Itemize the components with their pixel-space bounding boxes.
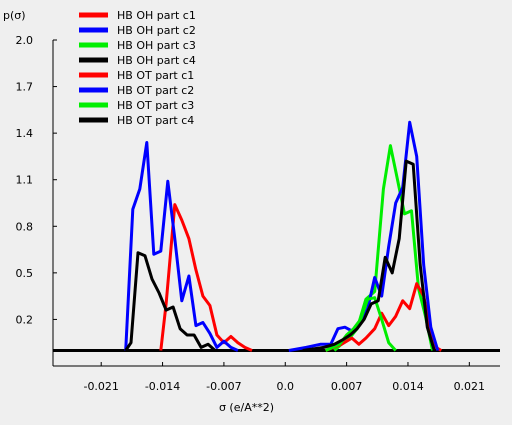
legend-label-8: HB OT part c4 bbox=[117, 114, 194, 127]
series-line-6 bbox=[288, 120, 440, 352]
series-line-2 bbox=[124, 141, 239, 352]
legend-label-1: HB OH part c1 bbox=[117, 9, 196, 22]
legend-label-5: HB OT part c1 bbox=[117, 69, 194, 82]
legend: HB OH part c1 HB OH part c2 HB OH part c3 H… bbox=[79, 9, 196, 127]
legend-label-2: HB OH part c2 bbox=[117, 24, 196, 37]
tick-marks bbox=[53, 39, 470, 366]
x-tick-label: 0.007 bbox=[331, 380, 363, 393]
legend-label-7: HB OT part c3 bbox=[117, 99, 194, 112]
y-tick-label: 0.8 bbox=[16, 220, 34, 233]
legend-label-3: HB OH part c3 bbox=[117, 39, 196, 52]
legend-label-4: HB OH part c4 bbox=[117, 54, 196, 67]
series-line-4 bbox=[124, 251, 217, 352]
x-tick-label: 0.014 bbox=[392, 380, 424, 393]
legend-label-6: HB OT part c2 bbox=[117, 84, 194, 97]
series-lines bbox=[124, 120, 443, 352]
x-tick-label: -0.014 bbox=[145, 380, 180, 393]
x-tick-label: -0.021 bbox=[83, 380, 118, 393]
series-line-8 bbox=[302, 159, 436, 352]
x-tick-label: -0.007 bbox=[206, 380, 241, 393]
y-tick-label: 1.4 bbox=[16, 127, 34, 140]
y-tick-label: 2.0 bbox=[16, 34, 34, 47]
y-tick-label: 0.2 bbox=[16, 313, 34, 326]
y-axis-title: p(σ) bbox=[3, 9, 26, 22]
y-tick-label: 1.7 bbox=[16, 81, 34, 94]
tick-labels: 2.0 1.7 1.4 1.1 0.8 0.5 0.2 -0.021 -0.014 -0.007 0… bbox=[3, 9, 485, 414]
x-tick-label: 0.021 bbox=[454, 380, 486, 393]
x-tick-label: 0.0 bbox=[277, 380, 295, 393]
x-axis-title: σ (e/A**2) bbox=[219, 401, 274, 414]
y-tick-label: 0.5 bbox=[16, 267, 34, 280]
series-line-7 bbox=[324, 296, 397, 352]
series-line-1 bbox=[159, 203, 253, 352]
y-tick-label: 1.1 bbox=[16, 174, 34, 187]
